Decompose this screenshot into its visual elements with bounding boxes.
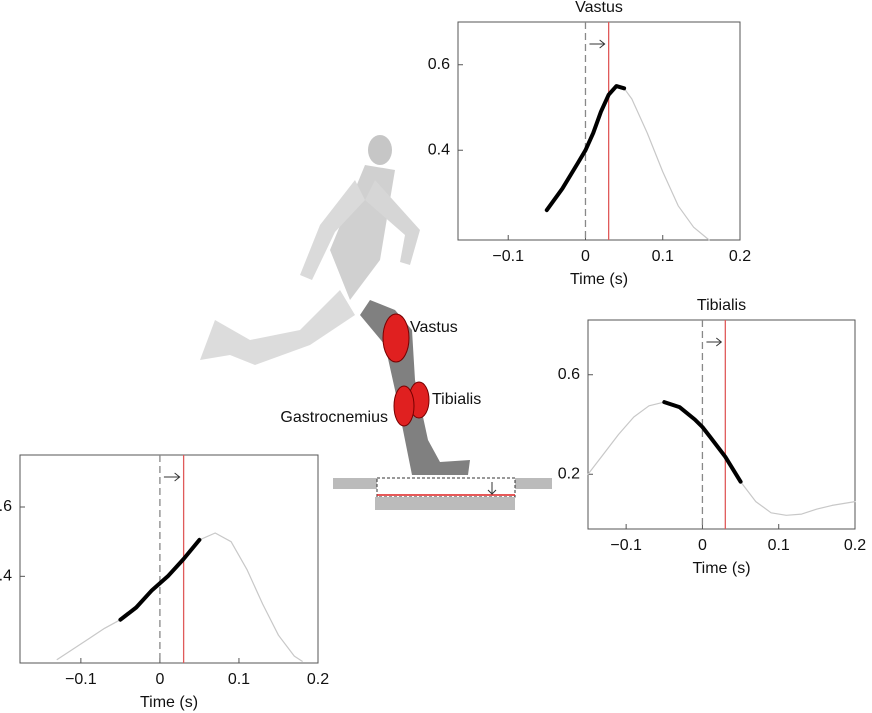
- plot-area: [20, 455, 318, 663]
- y-tick-label: 0.6: [558, 366, 580, 383]
- x-tick-label: 0.1: [768, 537, 790, 554]
- x-tick-label: −0.1: [65, 671, 97, 688]
- y-tick-label: 0.4: [428, 141, 450, 158]
- x-axis-label: Time (s): [570, 271, 628, 288]
- x-tick-label: 0.2: [307, 671, 329, 688]
- runner-head: [368, 135, 392, 165]
- chart: Time (s) −0.1 0 0.1 0.2 0.4 0.6: [0, 455, 329, 711]
- plot-area: [458, 22, 740, 240]
- y-tick-label: 0.2: [558, 465, 580, 482]
- chart-title: Vastus: [575, 0, 623, 16]
- muscle-gastrocnemius: [394, 386, 414, 426]
- chart: Tibialis Time (s) −0.1 0 0.1 0.2 0.2 0.6: [558, 297, 866, 577]
- x-tick-label: 0: [155, 671, 164, 688]
- chart: Vastus Time (s) −0.1 0 0.1 0.2 0.4 0.6: [428, 0, 751, 288]
- muscle-vastus: [383, 314, 409, 362]
- platform-base: [375, 497, 515, 510]
- y-tick-label: 0.6: [0, 498, 12, 515]
- y-tick-label: 0.4: [0, 568, 12, 585]
- x-tick-label: 0: [581, 248, 590, 265]
- ground: [515, 478, 552, 489]
- runner-torso: [330, 165, 395, 300]
- x-tick-label: −0.1: [610, 537, 642, 554]
- y-tick-label: 0.6: [428, 56, 450, 73]
- x-tick-label: 0.2: [729, 248, 751, 265]
- muscle-label: Tibialis: [432, 391, 481, 408]
- x-tick-label: 0: [698, 537, 707, 554]
- chart-title: Tibialis: [697, 297, 746, 314]
- plot-area: [588, 320, 855, 529]
- x-tick-label: 0.1: [228, 671, 250, 688]
- muscle-label: Vastus: [410, 319, 458, 336]
- x-tick-label: 0.2: [844, 537, 866, 554]
- platform: [333, 478, 552, 510]
- muscle-label: Gastrocnemius: [280, 409, 388, 426]
- x-axis-label: Time (s): [692, 560, 750, 577]
- figure: Vastus Tibialis Gastrocnemius Vastus Time…: [0, 0, 872, 713]
- ground: [333, 478, 377, 489]
- x-axis-label: Time (s): [140, 694, 198, 711]
- runner-back-leg: [200, 290, 355, 365]
- x-tick-label: 0.1: [652, 248, 674, 265]
- x-tick-label: −0.1: [492, 248, 524, 265]
- drop-zone: [377, 478, 515, 497]
